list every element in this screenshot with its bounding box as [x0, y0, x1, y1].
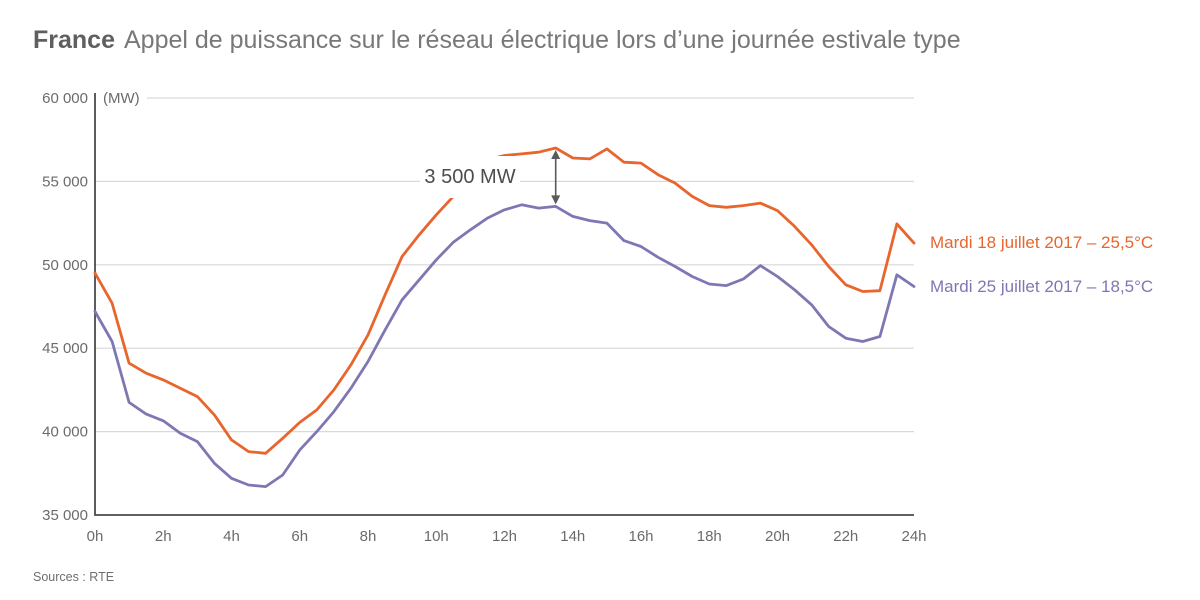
x-axis-label: 14h — [560, 528, 585, 545]
y-axis-label: 60 000 — [42, 90, 88, 107]
series-line-18-juillet — [93, 146, 916, 455]
y-axis-unit-label: (MW) — [103, 90, 140, 107]
x-axis-label: 12h — [492, 528, 517, 545]
x-axis-label: 22h — [833, 528, 858, 545]
x-axis-label: 10h — [424, 528, 449, 545]
x-axis-label: 24h — [901, 528, 926, 545]
y-axis-label: 35 000 — [42, 507, 88, 524]
title-country: France — [33, 26, 115, 54]
x-axis-label: 20h — [765, 528, 790, 545]
legend-series-25-juillet: Mardi 25 juillet 2017 – 18,5°C — [930, 277, 1154, 296]
delta-arrow-head-up — [551, 150, 561, 160]
y-axis-label: 55 000 — [42, 173, 88, 190]
title-subtitle: Appel de puissance sur le réseau électri… — [123, 26, 961, 54]
page-title: France Appel de puissance sur le réseau é… — [33, 24, 961, 56]
delta-arrow-head-down — [551, 195, 561, 205]
x-axis-label: 8h — [360, 528, 377, 545]
y-axis-label: 45 000 — [42, 340, 88, 357]
x-axis-label: 16h — [628, 528, 653, 545]
gap-annotation: 3 500 MW — [420, 156, 520, 198]
axis-line — [94, 93, 914, 516]
x-axis-label: 18h — [697, 528, 722, 545]
y-axis-label: 40 000 — [42, 424, 88, 441]
x-axis-label: 6h — [291, 528, 308, 545]
x-axis-label: 2h — [155, 528, 172, 545]
y-axis-label: 50 000 — [42, 257, 88, 274]
source-note: Sources : RTE — [33, 570, 115, 584]
series-line-25-juillet — [93, 203, 916, 489]
legend-series-18-juillet: Mardi 18 juillet 2017 – 25,5°C — [930, 233, 1154, 252]
x-axis-label: 4h — [223, 528, 240, 545]
x-axis-label: 0h — [87, 528, 104, 545]
